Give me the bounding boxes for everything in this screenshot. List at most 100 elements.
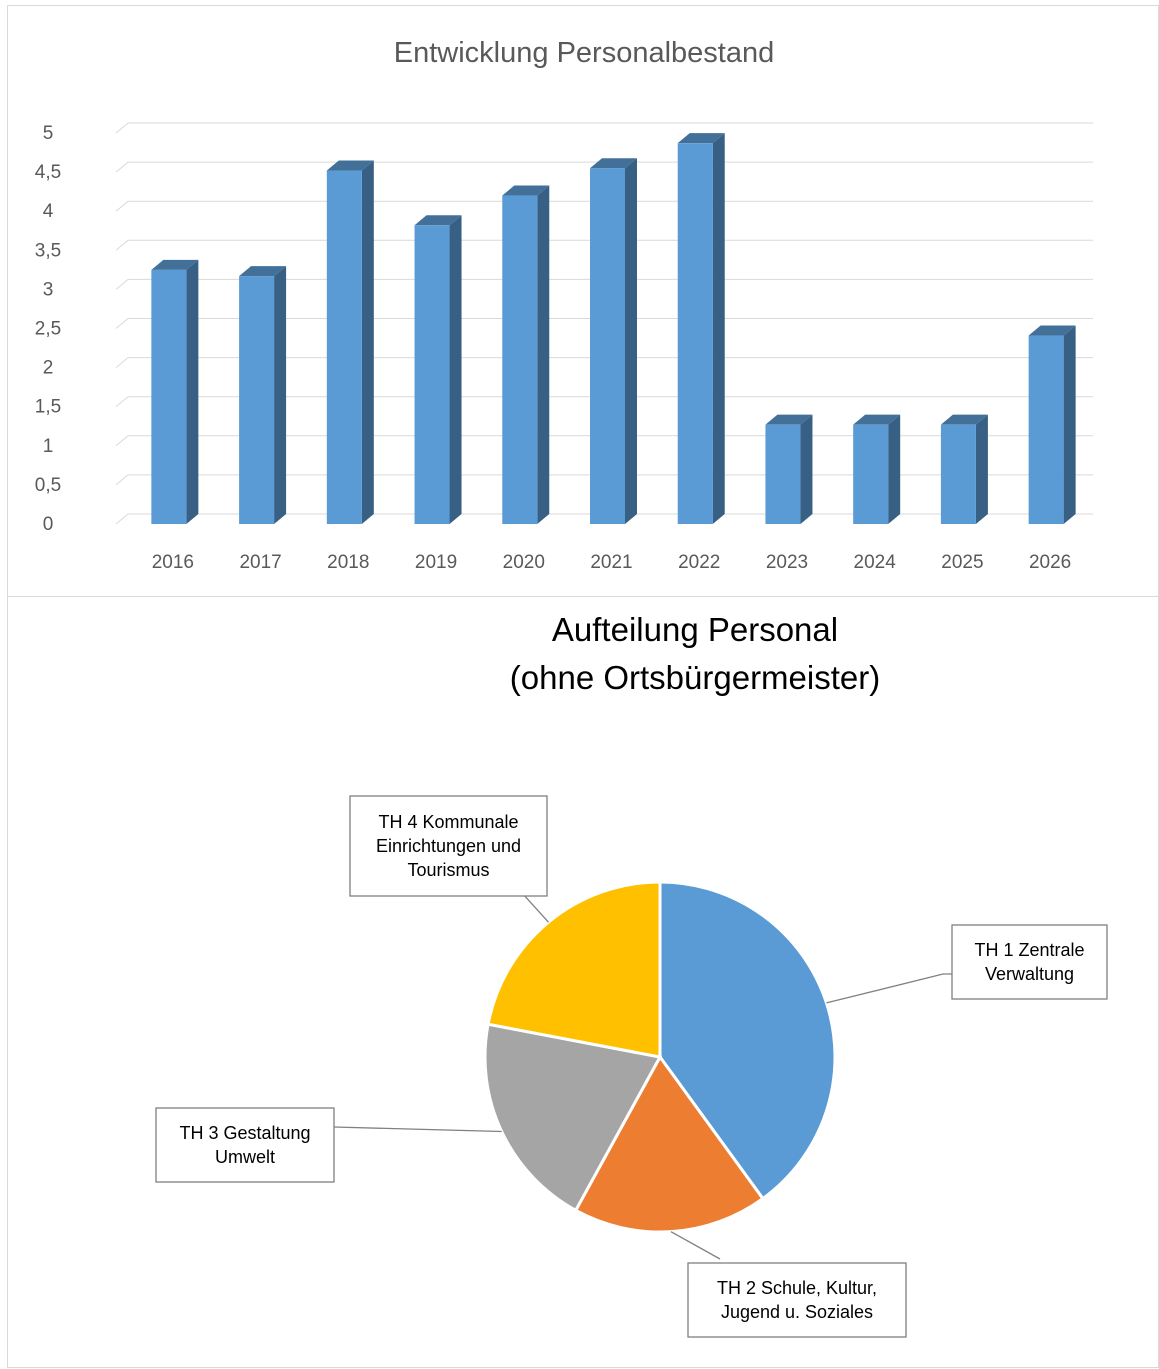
gridline-depth <box>115 513 129 525</box>
y-tick-label: 0,5 <box>35 475 61 496</box>
x-tick-label: 2022 <box>678 552 720 573</box>
bar-top <box>940 414 988 425</box>
data-label: Umwelt <box>215 1147 275 1167</box>
data-label: TH 4 Kommunale <box>378 812 518 832</box>
data-label: Tourismus <box>407 860 489 880</box>
callout-box <box>687 1262 907 1338</box>
bar-side <box>361 160 374 524</box>
gridline-depth <box>115 318 129 329</box>
bar-top <box>677 133 725 144</box>
chart-title: Entwicklung Personalbestand <box>394 37 774 69</box>
bar-2016 <box>151 259 199 524</box>
bar-front <box>502 195 538 524</box>
gridline-depth <box>115 474 129 486</box>
bar-2018 <box>326 160 374 524</box>
bar-side <box>186 259 199 524</box>
bar-2017 <box>239 266 287 524</box>
x-tick-label: 2024 <box>854 552 897 573</box>
data-label: TH 1 Zentrale <box>974 940 1084 960</box>
bar-front <box>151 269 187 524</box>
gridline-depth <box>115 122 129 134</box>
y-tick-label: 5 <box>43 123 54 144</box>
bar-side <box>449 215 462 524</box>
bar-front <box>590 168 625 524</box>
bar-top <box>326 160 374 171</box>
data-label: TH 3 Gestaltung <box>179 1123 310 1143</box>
x-tick-label: 2020 <box>503 552 545 573</box>
bar-top <box>590 158 637 169</box>
callout-box <box>951 924 1108 1000</box>
y-tick-label: 1,5 <box>35 397 61 418</box>
gridline-depth <box>115 161 129 173</box>
data-label: Verwaltung <box>985 964 1074 984</box>
bar-top <box>414 215 462 226</box>
data-label: Einrichtungen und <box>376 836 521 856</box>
y-tick-label: 1 <box>43 436 54 457</box>
gridline-depth <box>115 357 129 368</box>
bar-side <box>888 414 901 524</box>
bar-top <box>765 414 813 425</box>
bar-2019 <box>414 215 462 524</box>
bar-2024 <box>853 414 901 524</box>
bar-top <box>1028 325 1076 336</box>
chart-title-line: (ohne Ortsbürgermeister) <box>510 659 880 696</box>
x-tick-label: 2021 <box>590 552 632 573</box>
bar-2020 <box>502 185 550 524</box>
bar-side <box>800 414 813 524</box>
callout-box <box>349 795 548 897</box>
bar-2021 <box>590 158 637 524</box>
bar-side <box>625 158 637 524</box>
gridline-depth <box>115 396 129 408</box>
bar-front <box>940 424 976 524</box>
bar-2023 <box>765 414 813 524</box>
gridline-depth <box>115 200 129 212</box>
leader-line <box>826 973 952 1004</box>
y-tick-label: 3 <box>43 279 54 300</box>
callout-box <box>155 1107 335 1183</box>
leader-line <box>670 1231 721 1260</box>
pie-chart-panel: Aufteilung Personal (ohne Ortsbürgermeist… <box>7 596 1159 1368</box>
bar-chart-panel: Entwicklung Personalbestand 0 0,5 1 1,5 2 2,5 3… <box>7 5 1159 597</box>
y-tick-label: 0 <box>43 514 54 535</box>
pie-slice-4 <box>486 880 662 1059</box>
pie-chart: Aufteilung Personal (ohne Ortsbürgermeist… <box>155 611 1108 1338</box>
y-tick-label: 4,5 <box>35 162 61 183</box>
bar-top <box>151 259 199 270</box>
gridline-depth <box>115 435 129 447</box>
bar-top <box>239 266 287 277</box>
leader-line <box>333 1126 502 1133</box>
data-label: Jugend u. Soziales <box>721 1302 873 1322</box>
y-tick-label: 2 <box>43 358 54 379</box>
bar-2022 <box>677 133 725 524</box>
bar-side <box>712 133 725 524</box>
bar-front <box>1028 335 1064 524</box>
bar-front <box>677 143 713 524</box>
bar-side <box>274 266 287 524</box>
bar-top <box>853 414 901 425</box>
bar-top <box>502 185 550 196</box>
bar-2026 <box>1028 325 1076 524</box>
bar-side <box>975 414 988 524</box>
x-tick-label: 2017 <box>239 552 281 573</box>
x-tick-label: 2026 <box>1029 552 1071 573</box>
x-tick-label: 2023 <box>766 552 808 573</box>
bar-side <box>1063 325 1076 524</box>
chart-title-line: Aufteilung Personal <box>552 611 838 648</box>
bar-front <box>414 225 450 524</box>
bar-front <box>326 170 362 524</box>
data-label: TH 2 Schule, Kultur, <box>717 1278 877 1298</box>
bar-front <box>853 424 889 524</box>
bar-front <box>239 276 275 524</box>
bar-chart: Entwicklung Personalbestand 0 0,5 1 1,5 2 2,5 3… <box>35 37 1093 573</box>
bar-2025 <box>940 414 988 524</box>
pie-slice-1 <box>658 880 837 1201</box>
x-tick-label: 2019 <box>415 552 457 573</box>
x-tick-label: 2018 <box>327 552 369 573</box>
y-tick-label: 4 <box>43 201 54 222</box>
x-tick-label: 2016 <box>152 552 194 573</box>
gridline-depth <box>115 239 129 251</box>
bar-front <box>765 424 801 524</box>
bar-side <box>537 185 550 524</box>
y-tick-label: 3,5 <box>35 240 61 261</box>
